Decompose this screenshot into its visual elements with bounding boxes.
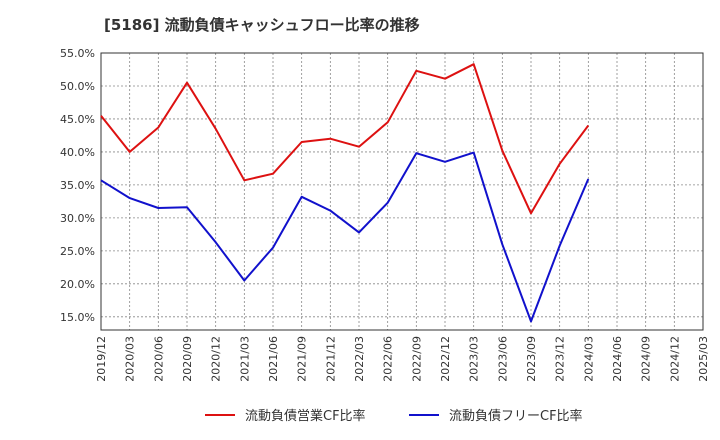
- x-tick-label: 2021/06: [267, 336, 280, 382]
- y-tick-label: 15.0%: [60, 311, 95, 324]
- x-tick-label: 2020/06: [152, 336, 165, 382]
- series-line-1: [100, 63, 590, 215]
- y-tick-label: 50.0%: [60, 80, 95, 93]
- legend-label-1: 流動負債営業CF比率: [245, 408, 366, 424]
- x-tick-label: 2020/09: [181, 336, 194, 382]
- y-tick-label: 25.0%: [60, 245, 95, 258]
- x-tick-label: 2023/12: [554, 336, 567, 382]
- x-tick-label: 2022/12: [439, 336, 452, 382]
- x-tick-label: 2025/03: [697, 336, 710, 382]
- x-tick-label: 2020/03: [124, 336, 137, 382]
- y-tick-label: 20.0%: [60, 278, 95, 291]
- legend-label-2: 流動負債フリーCF比率: [449, 408, 583, 424]
- x-tick-label: 2022/06: [382, 336, 395, 382]
- y-tick-label: 55.0%: [60, 47, 95, 60]
- x-tick-label: 2021/09: [296, 336, 309, 382]
- plot-frame: [100, 52, 704, 331]
- x-tick-label: 2023/03: [468, 336, 481, 382]
- x-tick-label: 2024/12: [668, 336, 681, 382]
- x-tick-label: 2022/09: [410, 336, 423, 382]
- x-tick-label: 2022/03: [353, 336, 366, 382]
- series-line-2: [100, 151, 590, 323]
- x-tick-label: 2024/03: [582, 336, 595, 382]
- x-tick-label: 2021/03: [238, 336, 251, 382]
- x-tick-label: 2023/06: [496, 336, 509, 382]
- x-tick-label: 2024/06: [611, 336, 624, 382]
- y-tick-label: 30.0%: [60, 212, 95, 225]
- x-tick-label: 2020/12: [210, 336, 223, 382]
- y-tick-label: 40.0%: [60, 146, 95, 159]
- y-tick-label: 45.0%: [60, 113, 95, 126]
- x-tick-label: 2023/09: [525, 336, 538, 382]
- y-tick-label: 35.0%: [60, 179, 95, 192]
- x-tick-label: 2019/12: [95, 336, 108, 382]
- x-tick-label: 2021/12: [324, 336, 337, 382]
- x-tick-label: 2024/09: [640, 336, 653, 382]
- chart-title: [5186] 流動負債キャッシュフロー比率の推移: [104, 16, 420, 34]
